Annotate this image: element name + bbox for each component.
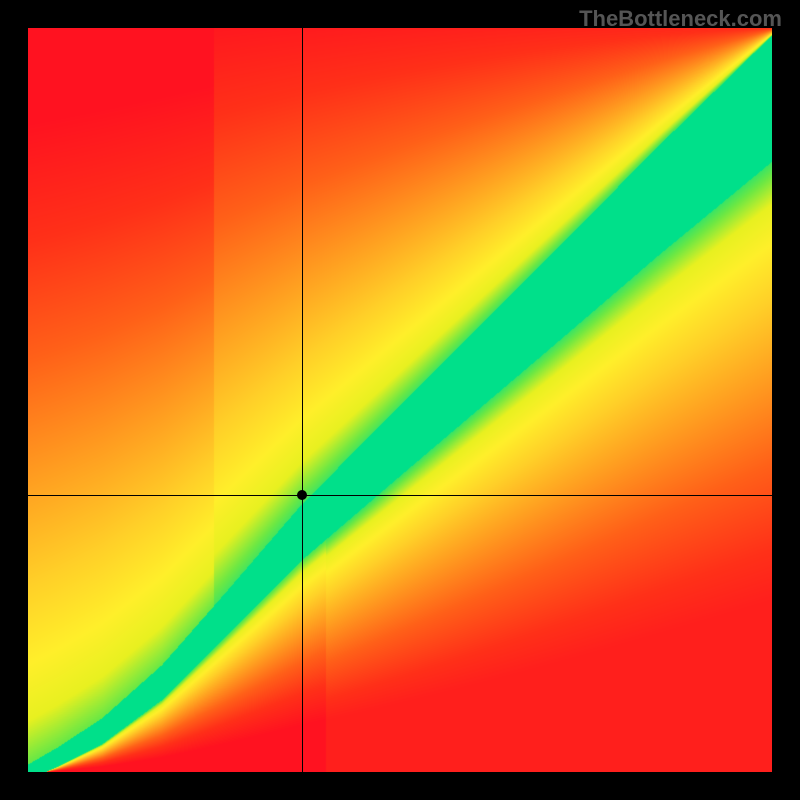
marker-dot (297, 490, 307, 500)
heatmap-canvas (28, 28, 772, 772)
watermark-text: TheBottleneck.com (579, 6, 782, 32)
crosshair-vertical (302, 28, 303, 772)
bottleneck-heatmap (28, 28, 772, 772)
crosshair-horizontal (28, 495, 772, 496)
